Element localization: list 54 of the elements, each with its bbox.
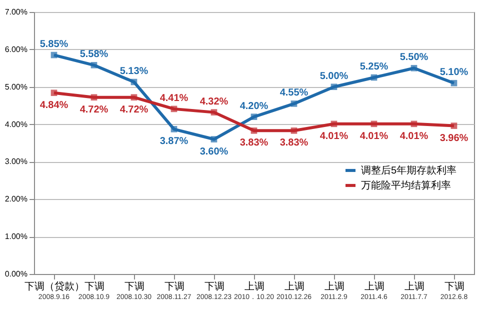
data-label: 3.83% bbox=[280, 138, 308, 149]
point bbox=[210, 136, 218, 142]
point bbox=[170, 126, 178, 132]
point bbox=[210, 109, 218, 116]
data-label: 4.01% bbox=[320, 130, 348, 142]
data-label: 4.72% bbox=[120, 104, 148, 116]
point bbox=[330, 84, 338, 90]
point bbox=[130, 94, 138, 100]
y-tick-label: 3.00% bbox=[4, 157, 28, 166]
data-label: 4.20% bbox=[240, 100, 268, 112]
data-label: 3.96% bbox=[440, 132, 468, 144]
point bbox=[170, 106, 178, 112]
point bbox=[50, 52, 58, 58]
point bbox=[250, 114, 258, 120]
point bbox=[90, 62, 98, 68]
data-label: 4.01% bbox=[400, 130, 428, 142]
point bbox=[410, 120, 418, 128]
data-label: 4.84% bbox=[40, 100, 68, 111]
data-label: 3.87% bbox=[160, 136, 188, 148]
point bbox=[130, 78, 138, 86]
y-tick-label: 5.00% bbox=[4, 82, 28, 92]
data-label: 3.83% bbox=[240, 138, 268, 149]
legend-label: 调整后5年期存款利率 bbox=[361, 164, 457, 176]
legend-label: 万能险平均结算利率 bbox=[361, 179, 451, 192]
data-label: 5.58% bbox=[80, 49, 108, 60]
data-label: 4.72% bbox=[80, 104, 108, 116]
point bbox=[370, 120, 378, 128]
data-label: 3.60% bbox=[200, 146, 228, 158]
y-tick-label: 2.00% bbox=[4, 194, 28, 204]
data-label: 5.13% bbox=[120, 66, 148, 77]
data-label: 4.01% bbox=[360, 130, 388, 142]
point bbox=[450, 80, 458, 86]
point bbox=[450, 122, 458, 129]
data-label: 4.32% bbox=[200, 96, 228, 108]
y-tick-label: 4.00% bbox=[4, 120, 28, 129]
point bbox=[330, 120, 338, 128]
point bbox=[50, 90, 58, 96]
point bbox=[290, 100, 298, 107]
y-tick-label: 0.00% bbox=[4, 270, 28, 278]
data-label: 5.85% bbox=[40, 39, 68, 50]
y-tick-label: 7.00% bbox=[4, 8, 28, 16]
point bbox=[90, 94, 98, 100]
point bbox=[250, 127, 258, 134]
data-label: 5.10% bbox=[440, 67, 468, 78]
y-tick-label: 1.00% bbox=[4, 232, 28, 242]
y-tick-label: 6.00% bbox=[4, 44, 28, 54]
data-label: 5.25% bbox=[360, 62, 388, 72]
point bbox=[410, 64, 418, 72]
data-label: 5.00% bbox=[320, 70, 348, 82]
point bbox=[370, 74, 378, 81]
data-label: 4.41% bbox=[160, 92, 188, 104]
data-label: 5.50% bbox=[400, 52, 428, 64]
point bbox=[290, 127, 298, 134]
data-label: 4.55% bbox=[280, 88, 308, 99]
